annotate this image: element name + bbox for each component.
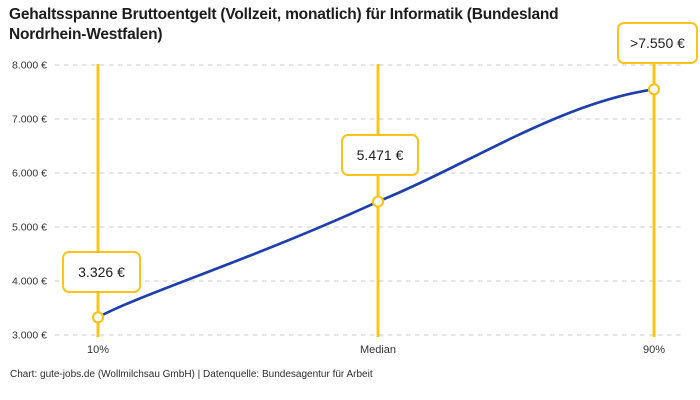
value-label-median: 5.471 €	[357, 147, 404, 163]
y-tick-3000: 3.000 €	[12, 330, 47, 342]
y-tick-4000: 4.000 €	[12, 276, 47, 288]
data-point-median	[371, 195, 385, 208]
y-tick-8000: 8.000 €	[12, 60, 47, 72]
value-callout-median: 5.471 €	[341, 134, 419, 176]
value-callout-box-10pct	[62, 251, 141, 293]
y-tick-7000: 7.000 €	[12, 114, 47, 126]
x-tick-median: Median	[360, 344, 396, 356]
y-gridlines	[55, 64, 684, 336]
y-axis-tick-labels: 8.000 € 7.000 € 6.000 € 5.000 € 4.000 € …	[12, 60, 47, 342]
value-label-10pct: 3.326 €	[78, 264, 125, 280]
chart-credit: Chart: gute-jobs.de (Wollmilchsau GmbH) …	[10, 369, 373, 380]
y-tick-5000: 5.000 €	[12, 222, 47, 234]
x-tick-10pct: 10%	[87, 344, 109, 356]
page-title-line2: Nordrhein-Westfalen)	[9, 26, 163, 43]
value-label-90pct: >7.550 €	[630, 35, 685, 51]
data-point-10pct	[91, 311, 105, 324]
page-title-line1: Gehaltsspanne Bruttoentgelt (Vollzeit, m…	[9, 6, 559, 23]
value-callout-box-median	[341, 134, 419, 176]
value-callout-box-90pct	[617, 22, 698, 64]
value-callout-90pct: >7.550 €	[617, 22, 698, 64]
page-title: Gehaltsspanne Bruttoentgelt (Vollzeit, m…	[9, 5, 649, 45]
data-point-90pct	[647, 83, 661, 96]
x-axis-labels: 10% Median 90%	[87, 344, 665, 356]
value-callout-10pct: 3.326 €	[62, 251, 141, 293]
y-tick-6000: 6.000 €	[12, 168, 47, 180]
x-tick-90pct: 90%	[643, 344, 665, 356]
